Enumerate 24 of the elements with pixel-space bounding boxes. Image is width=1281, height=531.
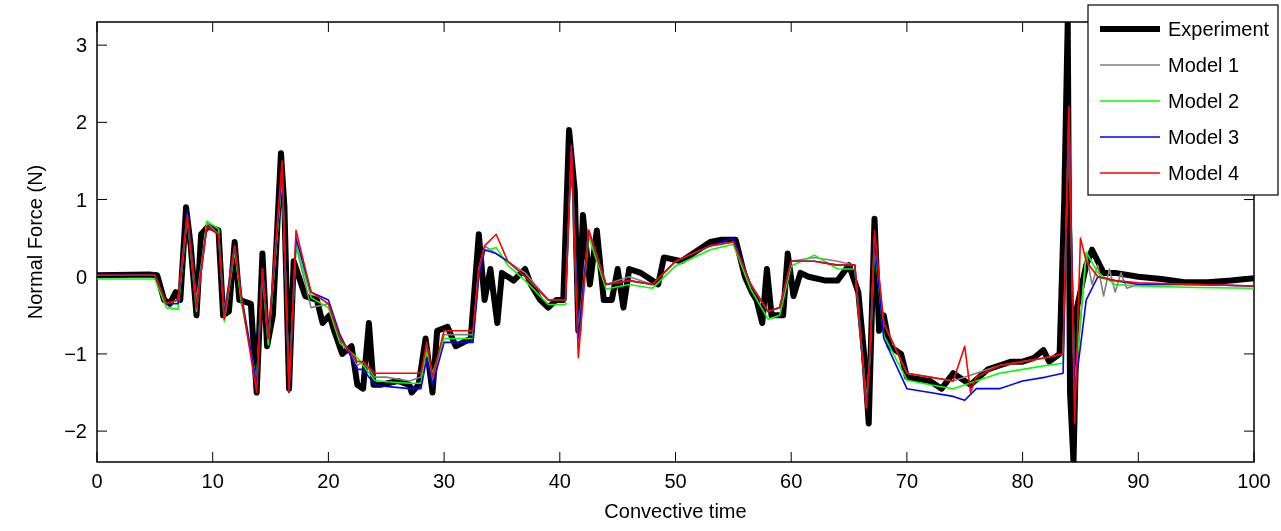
x-tick-label: 10 [201,470,224,492]
legend-label: Model 3 [1168,126,1240,148]
x-tick-label: 100 [1237,470,1271,492]
legend-label: Model 4 [1168,162,1240,184]
y-tick-label: −1 [64,342,87,365]
legend-label: Model 2 [1168,90,1240,112]
x-tick-label: 0 [91,470,103,492]
y-tick-label: 0 [75,265,87,288]
x-tick-label: 70 [895,470,919,492]
y-tick-label: 3 [75,34,87,57]
y-tick-label: 1 [75,188,87,211]
legend-label: Experiment [1168,18,1270,40]
y-axis-title: Normal Force (N) [24,164,46,320]
y-tick-label: 2 [75,111,87,134]
x-tick-label: 90 [1127,470,1150,492]
x-tick-label: 50 [664,470,687,492]
x-axis-title: Convective time [604,500,747,522]
x-tick-label: 80 [1011,470,1034,492]
x-tick-label: 20 [317,470,340,492]
legend-label: Model 1 [1168,54,1240,76]
x-tick-label: 30 [432,470,456,492]
x-tick-label: 60 [780,470,803,492]
x-tick-label: 40 [548,470,571,492]
y-tick-label: −2 [64,420,87,443]
